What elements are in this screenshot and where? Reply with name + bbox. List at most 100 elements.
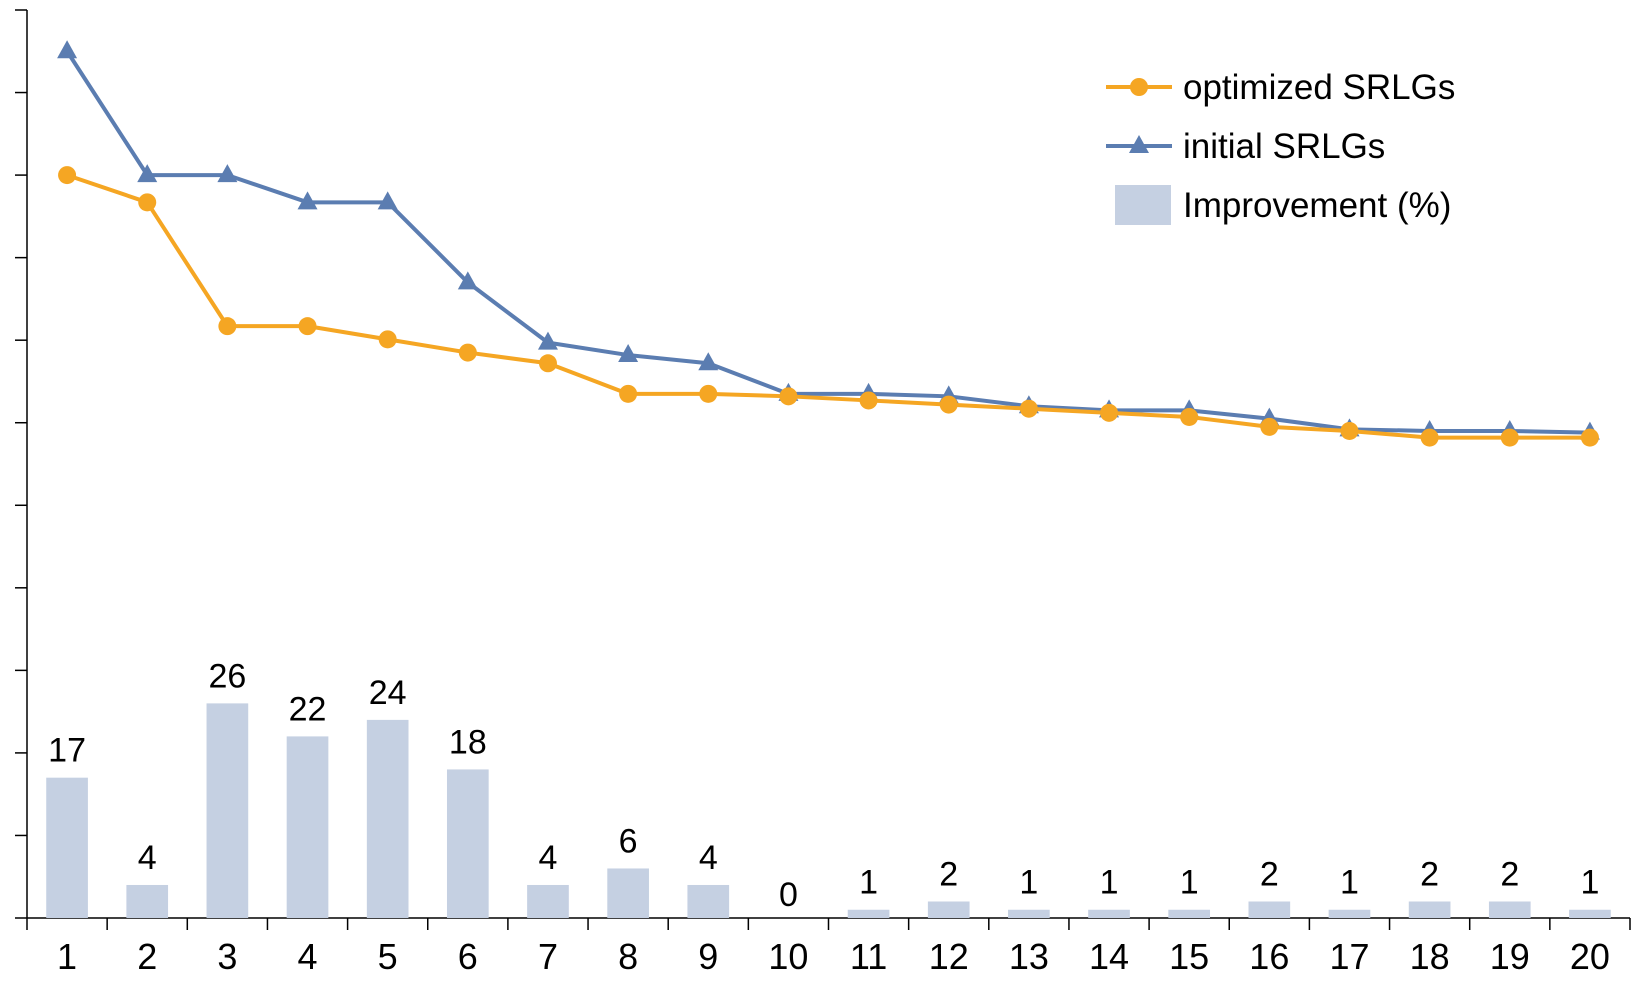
optimized-srlgs-point xyxy=(1180,407,1199,426)
improvement-data-label: 2 xyxy=(939,855,958,893)
optimized-srlgs-point xyxy=(699,384,718,403)
axes xyxy=(15,9,1631,930)
legend-label-initial-srlgs: initial SRLGs xyxy=(1183,127,1385,166)
optimized-srlgs-line xyxy=(66,173,1590,440)
improvement-data-label: 26 xyxy=(208,657,246,695)
optimized-srlgs-point xyxy=(538,354,557,373)
x-tick-label: 9 xyxy=(698,936,718,977)
improvement-bar xyxy=(1488,901,1531,918)
improvement-data-label: 4 xyxy=(539,839,558,877)
improvement-bar xyxy=(206,703,249,918)
x-tick-label: 6 xyxy=(458,936,478,977)
x-tick-label: 3 xyxy=(217,936,237,977)
improvement-bar xyxy=(286,736,329,918)
improvement-bar xyxy=(46,777,88,918)
optimized-srlgs-point xyxy=(1019,399,1038,418)
initial-srlgs-point xyxy=(377,191,398,210)
initial-srlgs-point xyxy=(57,40,78,59)
legend: optimized SRLGs initial SRLGs Improvement … xyxy=(1106,68,1455,225)
improvement-bar xyxy=(1008,909,1050,918)
optimized-srlgs-point xyxy=(58,166,77,185)
optimized-srlgs-point xyxy=(779,387,798,406)
improvement-data-label: 2 xyxy=(1260,855,1279,893)
optimized-srlgs-point xyxy=(1580,428,1599,447)
improvement-data-label: 22 xyxy=(289,690,327,728)
improvement-bar xyxy=(1569,909,1611,918)
x-tick-label: 14 xyxy=(1089,936,1129,977)
optimized-srlgs-point xyxy=(378,330,397,349)
initial-srlgs-point xyxy=(698,352,719,371)
improvement-data-label: 0 xyxy=(779,876,798,914)
improvement-bar xyxy=(527,884,569,918)
optimized-srlgs-point xyxy=(1340,421,1359,440)
improvement-bar xyxy=(1408,901,1451,918)
optimized-srlgs-series xyxy=(58,166,1599,447)
x-tick-label: 15 xyxy=(1169,936,1209,977)
x-tick-label: 12 xyxy=(929,936,969,977)
optimized-srlgs-point xyxy=(619,384,638,403)
legend-marker-initial-srlgs xyxy=(1129,135,1149,153)
x-tick-label: 11 xyxy=(850,936,887,977)
improvement-data-label: 1 xyxy=(859,864,878,902)
x-tick-label: 8 xyxy=(618,936,638,977)
improvement-bar xyxy=(1168,909,1211,918)
optimized-srlgs-point xyxy=(859,391,878,410)
x-tick-label: 19 xyxy=(1490,936,1530,977)
legend-marker-optimized-srlgs xyxy=(1130,78,1148,96)
x-tick-label: 18 xyxy=(1410,936,1450,977)
optimized-srlgs-point xyxy=(939,395,958,414)
x-tick-label: 4 xyxy=(298,936,318,977)
improvement-data-label: 17 xyxy=(48,732,86,770)
x-tick-label: 5 xyxy=(378,936,398,977)
initial-srlgs-point xyxy=(297,191,318,210)
legend-swatch-improvement xyxy=(1115,185,1171,225)
legend-label-optimized-srlgs: optimized SRLGs xyxy=(1183,68,1455,107)
improvement-data-label: 1 xyxy=(1100,864,1119,902)
optimized-srlgs-point xyxy=(1500,428,1519,447)
initial-srlgs-point xyxy=(217,164,238,183)
optimized-srlgs-point xyxy=(1260,417,1279,436)
improvement-bar xyxy=(847,909,890,918)
legend-label-improvement: Improvement (%) xyxy=(1183,186,1451,225)
improvement-bars xyxy=(46,703,1611,918)
improvement-bar xyxy=(126,884,169,918)
improvement-data-label: 1 xyxy=(1019,864,1038,902)
x-tick-label: 1 xyxy=(57,936,77,977)
improvement-bar xyxy=(1088,909,1130,918)
optimized-srlgs-point xyxy=(1420,428,1439,447)
x-tick-labels: 1 2 3 4 5 6 7 8 9 10 11 12 13 14 15 16 17 18 19 20 xyxy=(57,936,1610,977)
optimized-srlgs-point xyxy=(218,317,237,336)
improvement-data-label: 18 xyxy=(449,723,487,761)
x-tick-label: 2 xyxy=(137,936,157,977)
x-tick-label: 13 xyxy=(1009,936,1049,977)
improvement-data-label: 1 xyxy=(1580,864,1599,902)
improvement-data-label: 4 xyxy=(138,839,157,877)
series-lines xyxy=(57,40,1600,447)
optimized-srlgs-point xyxy=(458,343,477,362)
x-tick-label: 17 xyxy=(1329,936,1369,977)
x-tick-label: 16 xyxy=(1249,936,1289,977)
initial-srlgs-point xyxy=(137,164,158,183)
improvement-data-label: 1 xyxy=(1180,864,1199,902)
initial-srlgs-point xyxy=(457,271,478,290)
improvement-data-label: 2 xyxy=(1500,855,1519,893)
improvement-data-label: 24 xyxy=(369,674,407,712)
initial-srlgs-point xyxy=(618,344,639,363)
improvement-bar xyxy=(1328,909,1371,918)
initial-srlgs-point xyxy=(537,331,558,350)
x-tick-label: 7 xyxy=(538,936,558,977)
initial-srlgs-line xyxy=(65,50,1590,435)
x-tick-label: 20 xyxy=(1570,936,1610,977)
improvement-data-label: 6 xyxy=(619,822,638,860)
improvement-data-label: 1 xyxy=(1340,864,1359,902)
improvement-bar xyxy=(687,884,730,918)
x-tick-label: 10 xyxy=(768,936,808,977)
improvement-data-label: 4 xyxy=(699,839,718,877)
improvement-bar xyxy=(366,719,409,918)
optimized-srlgs-point xyxy=(298,317,317,336)
optimized-srlgs-point xyxy=(1100,403,1119,422)
optimized-srlgs-point xyxy=(138,193,157,212)
improvement-bar xyxy=(607,868,649,918)
